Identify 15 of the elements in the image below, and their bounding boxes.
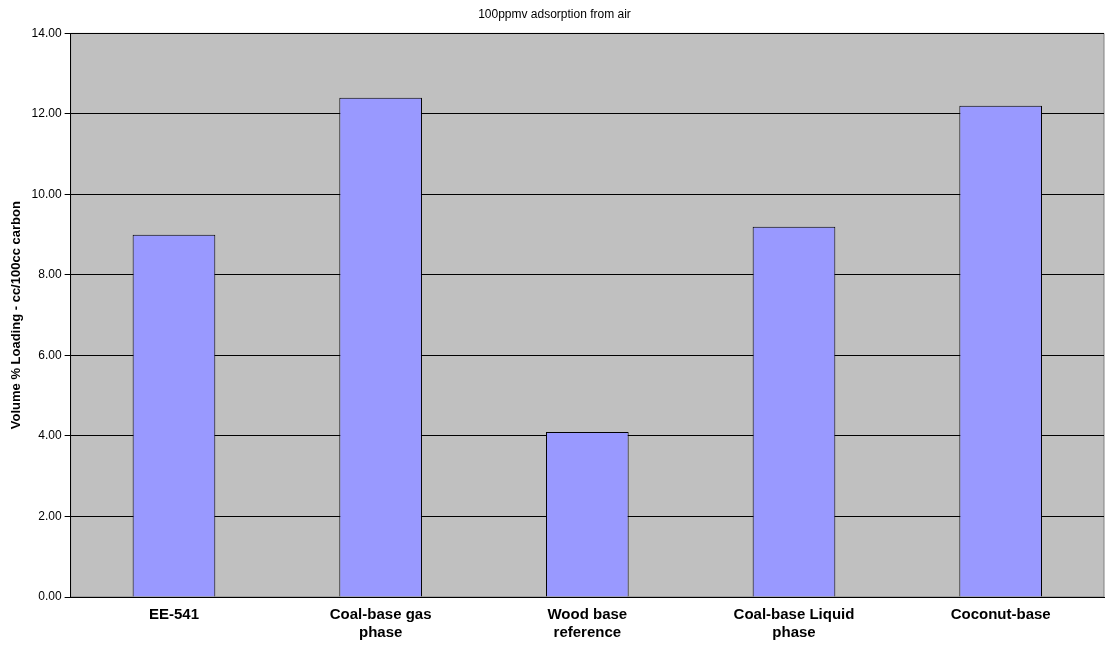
y-tick-label: 2.00 — [38, 508, 62, 523]
y-axis-title: Volume % Loading - cc/100cc carbon — [8, 201, 24, 430]
y-tick-label: 8.00 — [38, 267, 62, 282]
x-tick-label: Coal-base Liquid phase — [733, 605, 855, 641]
x-tick-label: Coal-base gas phase — [329, 605, 432, 641]
y-tick-label: 0.00 — [38, 589, 62, 604]
y-tick-label: 12.00 — [31, 106, 62, 121]
y-tick-label: 10.00 — [31, 186, 62, 201]
x-tick-label: EE-541 — [148, 605, 199, 623]
x-tick-label: Coconut-base — [950, 605, 1051, 623]
y-tick-label: 6.00 — [38, 347, 62, 362]
y-tick-label: 4.00 — [38, 428, 62, 443]
x-tick-label: Wood base reference — [547, 605, 628, 641]
y-tick-label: 14.00 — [31, 25, 62, 40]
chart-title: 100ppmv adsorption from air — [478, 6, 631, 21]
